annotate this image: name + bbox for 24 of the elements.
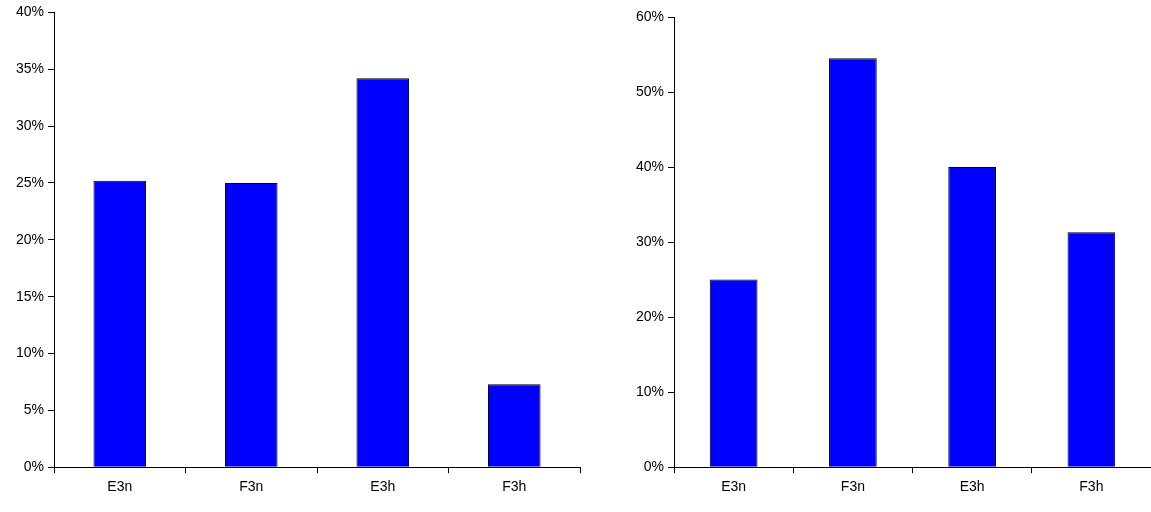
x-tick-label: F3n	[840, 478, 865, 495]
x-tick-label: F3n	[239, 478, 264, 495]
y-tick-label: 5%	[23, 401, 45, 418]
y-tick-label: 40%	[15, 3, 45, 20]
y-tick-label: 15%	[15, 287, 45, 304]
y-tick-label: 30%	[15, 116, 45, 133]
y-tick-label: 35%	[15, 60, 45, 77]
x-tick-label: E3n	[721, 478, 747, 495]
x-tick-label: F3h	[1079, 478, 1104, 495]
y-tick-label: 20%	[635, 307, 665, 324]
y-tick-label: 25%	[15, 173, 45, 190]
y-tick-label: 30%	[635, 232, 665, 249]
x-tick-label: E3h	[370, 478, 396, 495]
y-tick-label: 0%	[643, 458, 665, 475]
x-tick-label: E3n	[107, 478, 133, 495]
y-tick-label: 0%	[23, 458, 45, 475]
y-tick-label: 60%	[635, 7, 665, 24]
y-tick-label: 10%	[635, 383, 665, 400]
y-tick-label: 50%	[635, 82, 665, 99]
y-tick-label: 10%	[15, 344, 45, 361]
y-tick-label: 20%	[15, 230, 45, 247]
y-tick-label: 40%	[635, 157, 665, 174]
x-tick-label: F3h	[502, 478, 527, 495]
x-tick-label: E3h	[959, 478, 985, 495]
